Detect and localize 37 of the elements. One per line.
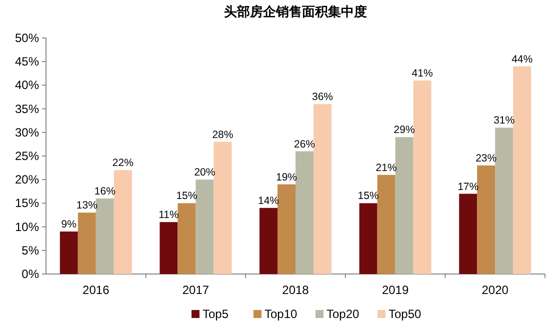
data-label: 16% [94,185,116,198]
y-tick-label: 25% [14,149,40,163]
y-tick-label: 35% [14,102,40,116]
data-label: 29% [394,124,415,136]
x-tick-label: 2017 [182,283,210,297]
legend-label: Top50 [388,307,422,321]
y-tick-label: 20% [14,172,40,187]
y-tick-label: 0% [22,267,40,281]
data-label: 28% [212,128,234,141]
y-tick-label: 30% [14,125,40,140]
data-label: 19% [276,171,298,184]
data-label: 20% [194,166,216,179]
data-label: 26% [294,138,316,150]
x-tick-label: 2019 [382,283,409,297]
data-label: 21% [376,162,397,174]
y-tick-label: 15% [14,196,40,210]
legend-label: Top20 [326,307,360,321]
data-label: 36% [312,91,334,104]
data-label: 23% [476,152,497,164]
data-label: 9% [61,218,76,231]
data-label: 44% [512,53,533,66]
chart-title: 头部房企销售面积集中度 [224,4,367,19]
y-tick-label: 10% [14,220,40,234]
x-tick-label: 2020 [482,283,509,297]
data-label: 22% [112,157,134,170]
y-tick-label: 50% [14,31,40,45]
data-label: 13% [76,200,98,212]
y-tick-label: 5% [22,243,40,258]
legend-label: Top5 [202,307,229,321]
x-tick-label: 2016 [82,283,110,297]
y-tick-label: 40% [14,78,40,92]
legend-label: Top10 [264,307,298,321]
data-label: 31% [494,114,515,127]
data-label: 41% [412,67,433,80]
y-tick-label: 45% [14,54,40,69]
x-tick-label: 2018 [282,283,310,297]
data-label: 15% [176,190,198,202]
